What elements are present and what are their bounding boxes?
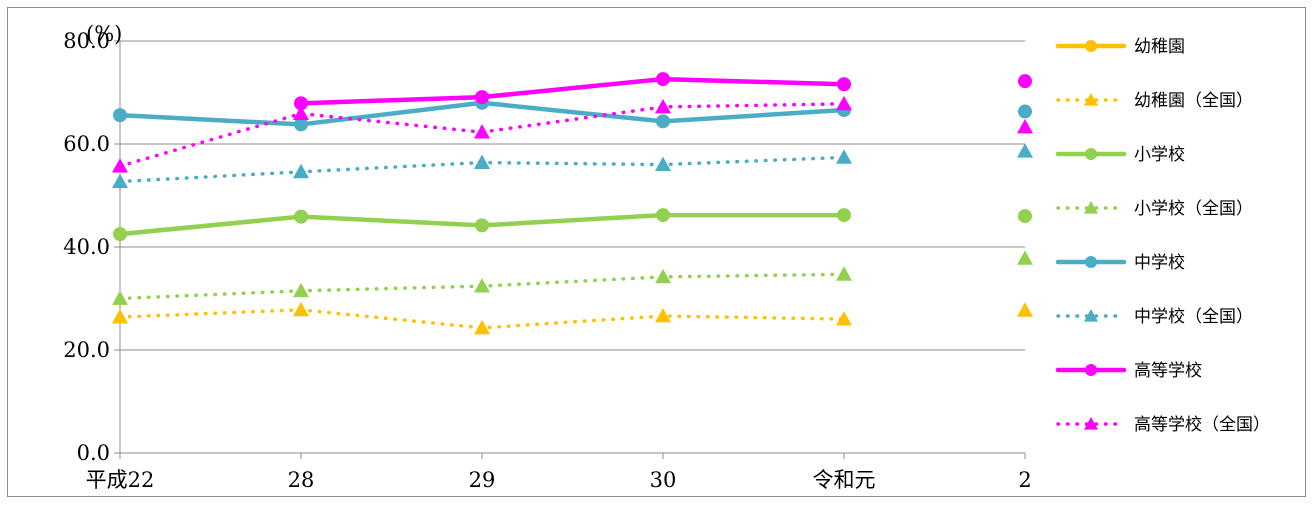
data-point [293,105,309,121]
gridlines [120,40,1025,351]
series-中学校 [113,95,1032,132]
legend-label: 小学校 [1134,145,1185,165]
data-point [836,149,852,164]
plot-series [112,72,1033,335]
legend-item: 中学校（全国） [1056,307,1253,327]
data-point [1085,256,1097,268]
x-tick-label: 30 [650,468,677,492]
y-tick-label: 40.0 [63,235,110,259]
data-point [475,90,489,105]
data-point [112,309,128,324]
data-point [294,117,308,132]
series-小学校（全国） [112,250,1033,305]
data-point [1084,201,1098,214]
legend-item: 高等学校（全国） [1056,415,1270,435]
data-point [293,301,309,317]
data-point [113,227,127,242]
data-point [837,77,851,92]
legend-item: 幼稚園 [1055,37,1185,57]
legend-item: 中学校 [1055,253,1185,273]
line-chart: 0.0 20.0 40.0 60.0 80.0(%) 平成22 28 29 30 令和元 2 幼稚園… [63,22,1270,492]
x-tick-label: 平成22 [86,468,155,492]
data-point [1085,148,1097,160]
legend-label: 幼稚園（全国） [1134,91,1253,111]
data-point [293,163,309,179]
data-point [474,319,490,335]
data-point [836,266,852,281]
series-幼稚園（全国） [112,301,1033,335]
x-tick-label: 2 [1018,468,1031,492]
data-point [836,311,852,326]
data-point [1084,309,1098,322]
data-point [655,268,671,284]
legend-item: 小学校 [1055,145,1185,165]
legend-label: 中学校（全国） [1134,307,1253,327]
data-point [1017,119,1033,134]
data-point [837,208,851,223]
data-point [1084,417,1098,430]
data-point [655,308,671,323]
axes: 0.0 20.0 40.0 60.0 80.0(%) 平成22 28 29 30 令和元 2 [63,22,1031,492]
data-point [1018,74,1032,89]
data-point [112,158,128,173]
data-point [1085,364,1097,376]
data-point [112,290,128,305]
y-tick-label: 0.0 [77,441,110,465]
series-高等学校（全国） [112,95,1033,173]
y-tick-label: 20.0 [63,338,110,362]
legend-item: 小学校（全国） [1056,199,1253,219]
legend-label: 高等学校（全国） [1134,415,1270,435]
legend-item: 幼稚園（全国） [1056,91,1253,111]
data-point [656,208,670,223]
x-tick-label: 28 [288,468,315,492]
data-point [474,124,490,139]
data-point [655,156,671,171]
data-point [1017,302,1033,317]
legend-label: 幼稚園 [1134,37,1185,57]
series-line [298,76,847,106]
data-point [475,218,489,233]
series-高等学校 [294,72,1032,111]
legend-item: 高等学校 [1055,361,1202,381]
data-point [474,154,490,169]
series-小学校 [113,208,1032,242]
series-中学校（全国） [112,143,1033,188]
data-point [655,98,671,114]
data-point [1017,143,1033,158]
data-point [294,209,308,224]
y-tick-label: 80.0 [63,29,110,53]
data-point [474,278,490,293]
legend-label: 中学校 [1134,253,1185,273]
data-point [294,96,308,111]
data-point [656,114,670,129]
data-point [112,173,128,188]
data-point [1018,104,1032,119]
data-point [656,72,670,87]
y-axis-label: (%) [86,22,122,46]
data-point [1018,209,1032,224]
y-tick-label: 60.0 [63,132,110,156]
chart-area: 0.0 20.0 40.0 60.0 80.0 (%) 平成22 28 29 30 令和元 2 幼稚園… [7,7,1306,497]
legend-label: 小学校（全国） [1134,199,1253,219]
x-tick-label: 令和元 [813,468,876,492]
legend-label: 高等学校 [1134,361,1202,381]
data-point [293,282,309,298]
data-point [113,108,127,123]
x-tick-label: 29 [469,468,496,492]
data-point [836,95,852,111]
data-point [1017,250,1033,265]
data-point [1085,40,1097,52]
data-point [1084,93,1098,106]
